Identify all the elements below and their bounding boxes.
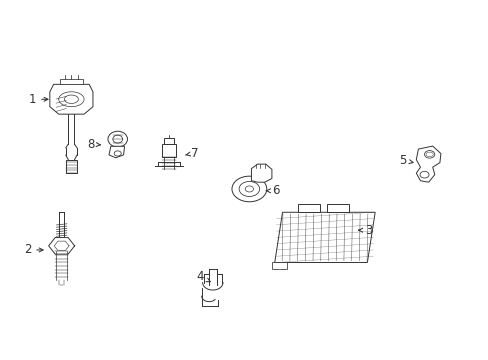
Text: 7: 7 — [185, 147, 198, 159]
Text: 6: 6 — [266, 184, 279, 197]
Polygon shape — [50, 84, 93, 114]
Bar — [161, 144, 176, 157]
Circle shape — [419, 171, 428, 178]
Text: 5: 5 — [399, 154, 412, 167]
Bar — [164, 138, 173, 144]
Polygon shape — [109, 146, 124, 158]
Ellipse shape — [113, 135, 122, 143]
Ellipse shape — [108, 131, 127, 147]
Circle shape — [114, 151, 121, 156]
Text: 1: 1 — [29, 93, 48, 106]
Circle shape — [231, 176, 266, 202]
Bar — [60, 79, 82, 84]
Text: 3: 3 — [358, 224, 372, 237]
Text: 8: 8 — [87, 138, 100, 150]
Bar — [66, 160, 77, 173]
Circle shape — [424, 150, 434, 158]
Circle shape — [245, 186, 253, 192]
Polygon shape — [415, 146, 440, 182]
Bar — [272, 262, 286, 269]
Bar — [298, 204, 320, 212]
Polygon shape — [274, 212, 374, 262]
Text: 4: 4 — [197, 270, 210, 283]
Text: 2: 2 — [24, 243, 43, 256]
Polygon shape — [251, 164, 271, 182]
Circle shape — [239, 181, 259, 197]
Bar — [327, 204, 348, 212]
